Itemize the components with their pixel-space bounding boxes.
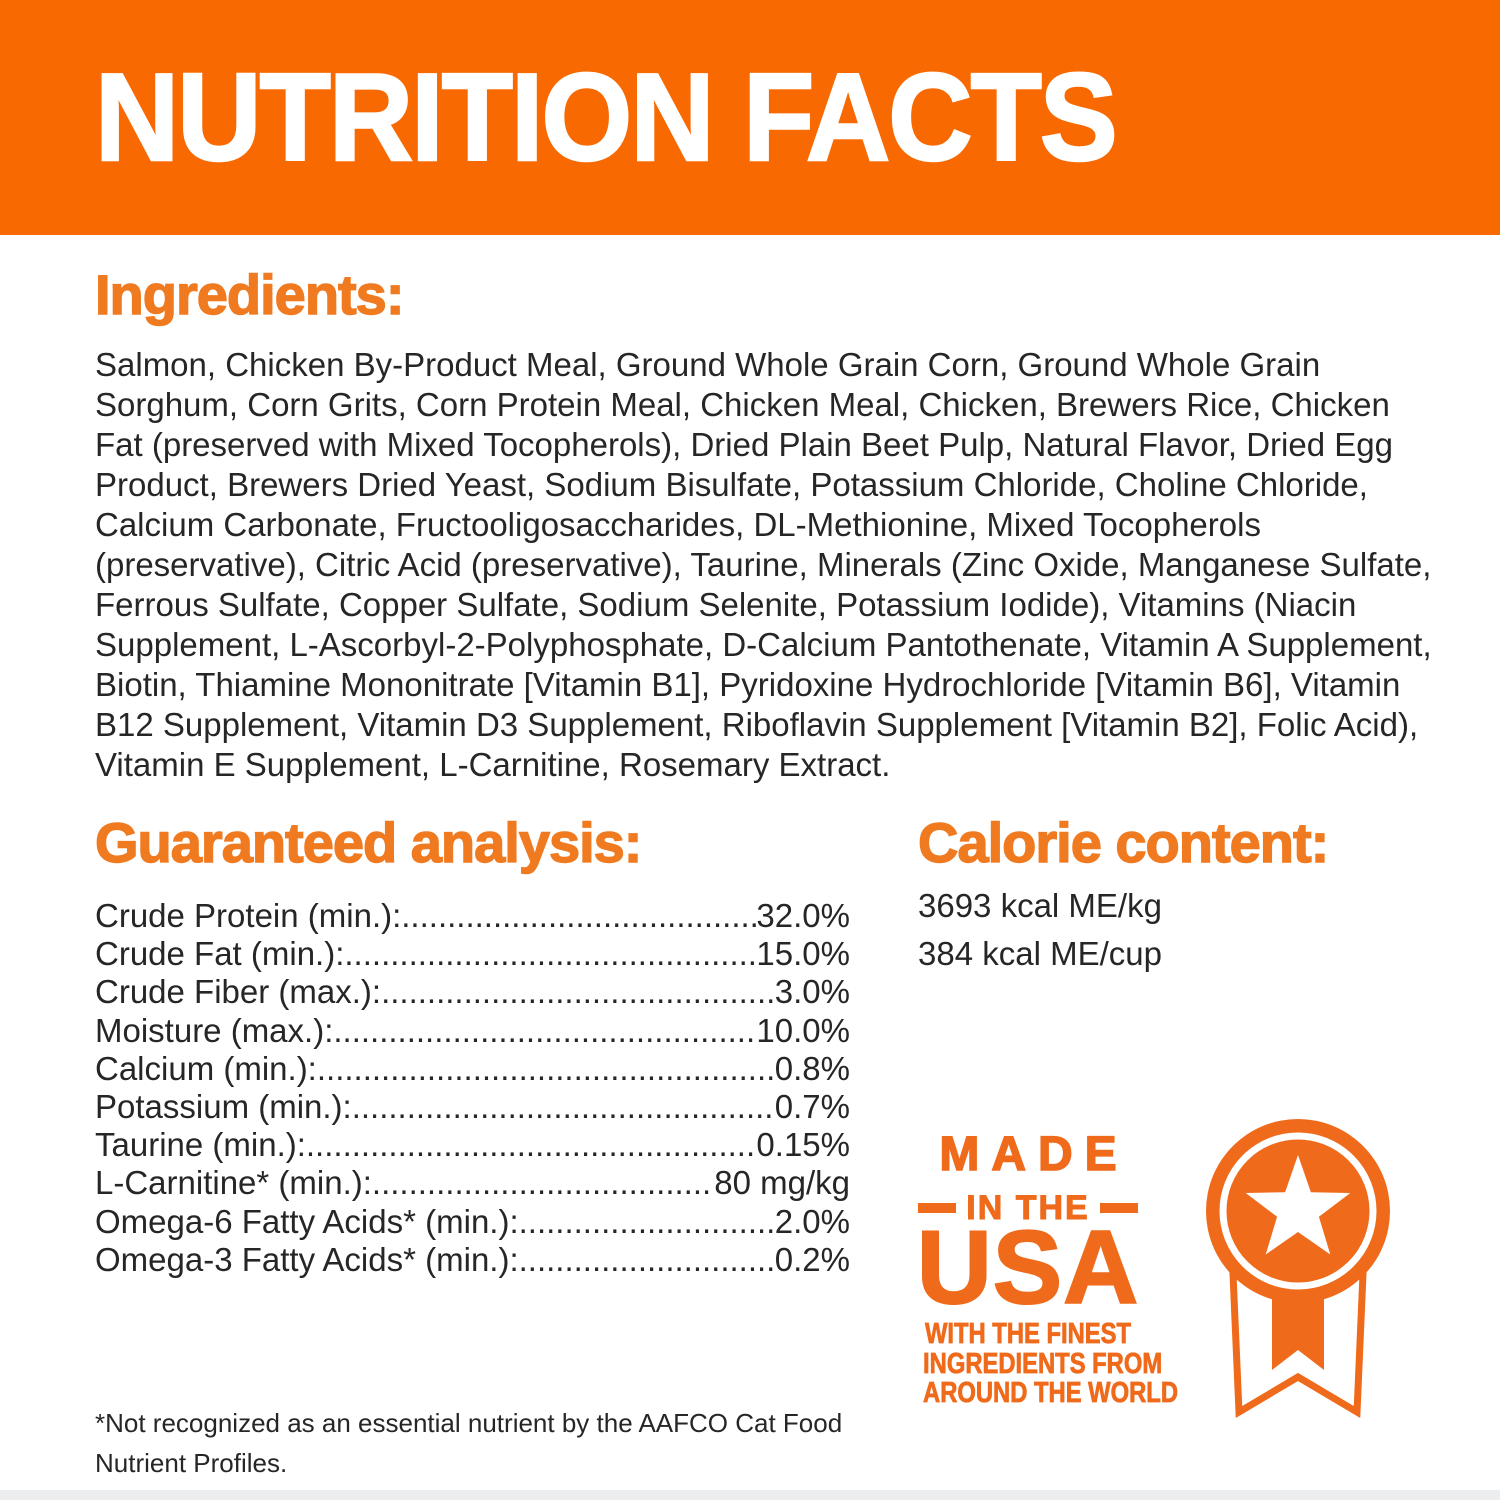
dot-leader — [519, 1241, 775, 1279]
analysis-value: 0.8% — [774, 1049, 850, 1087]
dash-left — [918, 1203, 957, 1213]
page-title: NUTRITION FACTS — [94, 48, 1119, 187]
analysis-row-omega-6: Omega-6 Fatty Acids* (min.): 2.0% — [95, 1203, 850, 1241]
dot-leader — [381, 973, 775, 1011]
made-in-usa-line-usa: USA — [916, 1210, 1140, 1326]
analysis-row-calcium: Calcium (min.): 0.8% — [95, 1050, 850, 1088]
analysis-value: 0.15% — [756, 1126, 850, 1164]
analysis-value: 2.0% — [774, 1202, 850, 1240]
made-in-usa-line-made: MADE — [939, 1128, 1129, 1181]
calorie-kg-line: 3693 kcal ME/kg — [918, 887, 1162, 924]
analysis-label: Taurine (min.): — [95, 1126, 306, 1164]
analysis-row-omega-3: Omega-3 Fatty Acids* (min.): 0.2% — [95, 1241, 850, 1279]
medal-ring — [1219, 1132, 1377, 1290]
award-ribbon-icon — [1206, 1119, 1390, 1418]
analysis-label: Crude Fat (min.): — [95, 935, 345, 973]
dot-leader — [344, 935, 756, 973]
calorie-content-values: 3693 kcal ME/kg 384 kcal ME/cup — [918, 882, 1162, 978]
dot-leader — [333, 1012, 756, 1050]
dot-leader — [519, 1203, 775, 1241]
dot-leader — [317, 1050, 775, 1088]
analysis-label: Moisture (max.): — [95, 1011, 334, 1049]
analysis-value: 3.0% — [774, 973, 850, 1011]
header-banner: NUTRITION FACTS — [0, 0, 1500, 235]
star-icon — [1245, 1155, 1351, 1255]
analysis-label: Potassium (min.): — [95, 1088, 352, 1126]
dot-leader — [352, 1088, 775, 1126]
made-in-usa-badge: MADE IN THE USA WITH THE FINEST INGREDIE… — [900, 1128, 1179, 1409]
tagline-line: AROUND THE WORLD — [923, 1377, 1179, 1409]
analysis-row-l-carnitine: L-Carnitine* (min.): 80 mg/kg — [95, 1164, 850, 1202]
dot-leader — [401, 897, 756, 935]
tagline-line: WITH THE FINEST — [924, 1318, 1132, 1350]
calorie-content-heading: Calorie content: — [917, 811, 1330, 874]
analysis-value: 80 mg/kg — [714, 1164, 850, 1202]
analysis-label: L-Carnitine* (min.): — [95, 1164, 372, 1202]
ingredients-heading: Ingredients: — [94, 263, 405, 326]
analysis-label: Omega-3 Fatty Acids* (min.): — [95, 1240, 519, 1278]
analysis-value: 15.0% — [756, 935, 850, 973]
analysis-row-moisture: Moisture (max.): 10.0% — [95, 1012, 850, 1050]
guaranteed-analysis-table: Crude Protein (min.): 32.0% Crude Fat (mi… — [95, 897, 850, 1279]
analysis-row-crude-fat: Crude Fat (min.): 15.0% — [95, 935, 850, 973]
dash-right — [1099, 1203, 1138, 1213]
made-in-usa-tagline: WITH THE FINEST INGREDIENTS FROM AROUND … — [923, 1318, 1179, 1409]
tagline-line: INGREDIENTS FROM — [923, 1347, 1163, 1380]
analysis-label: Omega-6 Fatty Acids* (min.): — [95, 1202, 519, 1240]
calorie-cup-line: 384 kcal ME/cup — [918, 935, 1162, 972]
photo-bottom-edge — [0, 1490, 1500, 1500]
analysis-value: 0.2% — [774, 1240, 850, 1278]
analysis-label: Crude Fiber (max.): — [95, 973, 382, 1011]
analysis-value: 0.7% — [774, 1088, 850, 1126]
analysis-row-potassium: Potassium (min.): 0.7% — [95, 1088, 850, 1126]
analysis-value: 10.0% — [756, 1011, 850, 1049]
analysis-row-taurine: Taurine (min.): 0.15% — [95, 1126, 850, 1164]
dot-leader — [372, 1164, 714, 1202]
ingredients-text: Salmon, Chicken By-Product Meal, Ground … — [95, 346, 1432, 783]
footnote-text: *Not recognized as an essential nutrient… — [95, 1408, 843, 1478]
analysis-label: Calcium (min.): — [95, 1049, 317, 1087]
analysis-row-crude-fiber: Crude Fiber (max.): 3.0% — [95, 973, 850, 1011]
analysis-value: 32.0% — [756, 897, 850, 934]
guaranteed-analysis-heading: Guaranteed analysis: — [94, 811, 643, 874]
made-in-usa-line-in-the: IN THE — [900, 1188, 1156, 1227]
dot-leader — [306, 1126, 757, 1164]
in-the-text: IN THE — [966, 1188, 1090, 1227]
analysis-label: Crude Protein (min.): — [95, 897, 402, 934]
analysis-row-crude-protein: Crude Protein (min.): 32.0% — [95, 897, 850, 935]
